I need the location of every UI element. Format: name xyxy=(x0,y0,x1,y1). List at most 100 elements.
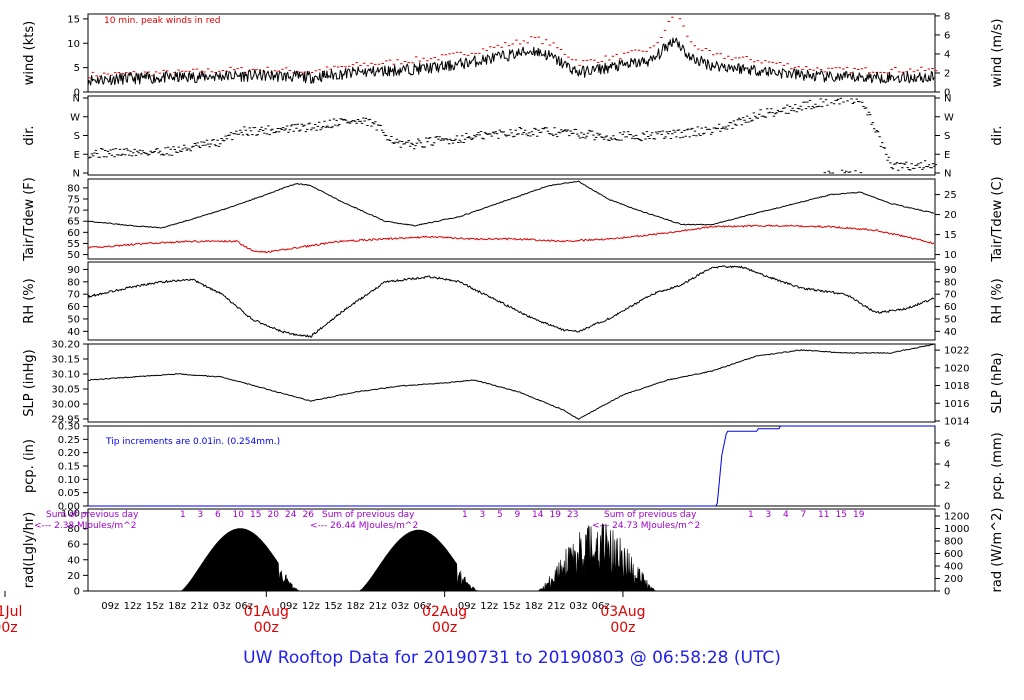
y-axis-label-right-wind: wind (m/s) xyxy=(990,19,1005,88)
x-tick-label: 15z xyxy=(324,601,342,612)
left-tick-label-temp: 55 xyxy=(67,239,80,250)
right-tick-label-dir: N xyxy=(944,94,951,105)
right-tick-label-temp: 15 xyxy=(944,230,957,241)
right-tick-label-rad: 0 xyxy=(944,587,950,598)
left-tick-label-rad: 20 xyxy=(67,571,80,582)
x-tick-label: 15z xyxy=(146,601,164,612)
y-axis-label-right-dir: dir. xyxy=(990,125,1005,145)
panel-frame-dir xyxy=(87,95,936,176)
left-tick-label-rh: 90 xyxy=(67,265,80,276)
hour-number-label: 3 xyxy=(198,510,204,520)
left-tick-label-pcp: 0.10 xyxy=(58,475,80,486)
left-tick-label-dir: W xyxy=(70,112,80,123)
y-axis-label-left-wind: wind (kts) xyxy=(22,21,37,85)
hour-number-label: 11 xyxy=(818,510,829,520)
right-tick-label-rad: 600 xyxy=(944,549,963,560)
left-tick-label-slp: 30.20 xyxy=(51,340,80,351)
right-tick-label-rad: 1000 xyxy=(944,524,969,535)
right-tick-label-rad: 1200 xyxy=(944,512,969,523)
right-tick-label-slp: 1020 xyxy=(944,363,969,374)
left-tick-label-dir: E xyxy=(74,150,80,161)
left-tick-label-wind: 15 xyxy=(67,14,80,25)
x-tick-label: 12z xyxy=(302,601,320,612)
right-tick-label-pcp: 2 xyxy=(944,481,950,492)
right-tick-label-wind: 6 xyxy=(944,30,950,41)
day-label: 31Jul xyxy=(0,604,22,620)
left-tick-label-rad: 60 xyxy=(67,540,80,551)
left-tick-label-rad: 100 xyxy=(61,508,80,519)
hour-number-label: 3 xyxy=(766,510,772,520)
right-tick-label-rh: 60 xyxy=(944,302,957,313)
left-tick-label-temp: 50 xyxy=(67,250,80,261)
left-tick-label-wind: 10 xyxy=(67,39,80,50)
left-tick-label-dir: N xyxy=(73,94,80,105)
right-tick-label-slp: 1018 xyxy=(944,381,969,392)
left-tick-label-pcp: 0.20 xyxy=(58,448,80,459)
y-axis-label-left-slp: SLP (inHg) xyxy=(22,349,37,417)
hour-number-label: 19 xyxy=(550,510,562,520)
hour-number-label: 1 xyxy=(462,510,468,520)
left-tick-label-slp: 30.15 xyxy=(51,355,80,366)
right-tick-label-dir: E xyxy=(944,150,950,161)
y-axis-label-right-slp: SLP (hPa) xyxy=(990,352,1005,413)
right-tick-label-slp: 1022 xyxy=(944,346,969,357)
right-tick-label-rad: 800 xyxy=(944,537,963,548)
left-tick-label-slp: 29.95 xyxy=(51,415,80,426)
left-tick-label-rh: 80 xyxy=(67,277,80,288)
x-tick-label: 06z xyxy=(413,601,431,612)
hour-number-label: 23 xyxy=(567,510,578,520)
relative-humidity-series xyxy=(87,265,935,338)
left-tick-label-dir: N xyxy=(73,169,80,180)
left-tick-label-pcp: 0.25 xyxy=(58,435,80,446)
left-tick-label-rad: 40 xyxy=(67,555,80,566)
hour-number-label: 10 xyxy=(233,510,245,520)
right-tick-label-pcp: 6 xyxy=(944,439,950,450)
left-tick-label-temp: 75 xyxy=(67,195,80,206)
right-tick-label-wind: 2 xyxy=(944,68,950,79)
x-tick-label: 18z xyxy=(346,601,364,612)
left-tick-label-temp: 60 xyxy=(67,228,80,239)
left-tick-label-rad: 0 xyxy=(74,587,80,598)
y-axis-label-right-rh: RH (%) xyxy=(990,278,1005,323)
solar-radiation-day-1 xyxy=(180,528,300,592)
left-tick-label-pcp: 0.15 xyxy=(58,462,80,473)
wind-direction-series xyxy=(88,97,937,174)
chart-title: UW Rooftop Data for 20190731 to 20190803… xyxy=(243,648,781,668)
left-tick-label-wind: 0 xyxy=(74,88,80,99)
left-tick-label-dir: S xyxy=(74,131,80,142)
right-tick-label-rh: 90 xyxy=(944,265,957,276)
x-tick-label: 21z xyxy=(190,601,208,612)
y-axis-label-right-temp: Tair/Tdew (C) xyxy=(990,176,1005,262)
daily-sum-value: <--- 2.38 MJoules/m^2 xyxy=(34,521,136,531)
day-label: 03Aug xyxy=(600,604,645,620)
x-tick-label: 06z xyxy=(235,601,253,612)
daily-sum-title: Sum of previous day xyxy=(322,510,415,520)
wind-speed-series xyxy=(87,37,935,86)
x-tick-label: 15z xyxy=(503,601,521,612)
hour-number-label: 3 xyxy=(480,510,486,520)
x-tick-label: 21z xyxy=(369,601,387,612)
hour-number-label: 7 xyxy=(801,510,807,520)
y-axis-label-left-dir: dir. xyxy=(22,125,37,145)
hour-number-label: 15 xyxy=(250,510,261,520)
y-axis-label-left-rad: rad(Lgly/hr) xyxy=(22,512,37,588)
dewpoint-series xyxy=(87,224,935,254)
hour-number-label: 1 xyxy=(180,510,186,520)
left-tick-label-rh: 40 xyxy=(67,327,80,338)
right-tick-label-rh: 70 xyxy=(944,290,957,301)
right-tick-label-rad: 200 xyxy=(944,574,963,585)
day-hour-label: 00z xyxy=(0,620,18,636)
left-tick-label-wind: 5 xyxy=(74,63,80,74)
day-hour-label: 00z xyxy=(254,620,279,636)
right-tick-label-wind: 0 xyxy=(944,88,950,99)
x-tick-label: 12z xyxy=(124,601,142,612)
hour-number-label: 26 xyxy=(303,510,315,520)
panel-frame-slp xyxy=(87,343,936,423)
hour-number-label: 5 xyxy=(497,510,503,520)
day-hour-label: 00z xyxy=(432,620,457,636)
wind-peak-series xyxy=(88,16,938,79)
left-tick-label-slp: 30.05 xyxy=(51,385,80,396)
panel-frame-wind xyxy=(87,13,936,93)
sea-level-pressure-series xyxy=(88,343,935,420)
x-tick-label: 12z xyxy=(480,601,498,612)
